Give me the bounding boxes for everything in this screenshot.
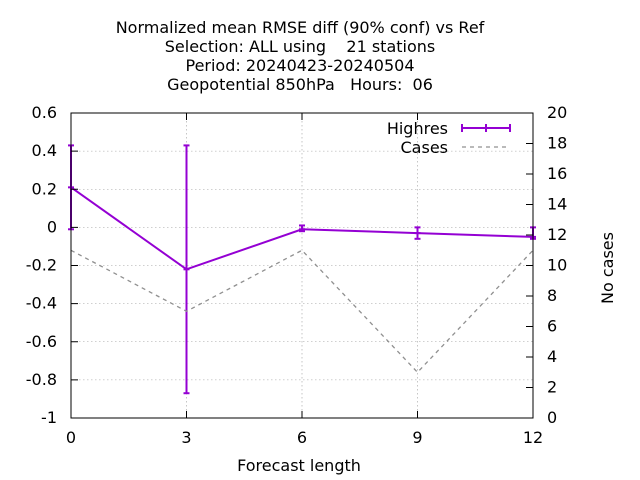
y2-tick-label: 14 bbox=[547, 195, 567, 214]
y-tick-label: -0.2 bbox=[26, 256, 57, 275]
y-tick-label: -1 bbox=[41, 408, 57, 427]
y2-tick-label: 18 bbox=[547, 134, 567, 153]
y2-tick-label: 0 bbox=[547, 408, 557, 427]
legend-label: Cases bbox=[401, 138, 449, 157]
y2-tick-label: 10 bbox=[547, 256, 567, 275]
x-tick-label: 12 bbox=[523, 428, 543, 447]
y2-tick-label: 8 bbox=[547, 286, 557, 305]
x-axis-label: Forecast length bbox=[237, 456, 361, 475]
x-tick-label: 3 bbox=[181, 428, 191, 447]
chart-title: Normalized mean RMSE diff (90% conf) vs … bbox=[116, 18, 485, 94]
title-line-3: Period: 20240423-20240504 bbox=[185, 56, 414, 75]
y2-tick-label: 16 bbox=[547, 164, 567, 183]
y2-tick-label: 6 bbox=[547, 317, 557, 336]
y2-tick-label: 2 bbox=[547, 378, 557, 397]
axes: -1-0.8-0.6-0.4-0.200.20.40.60 3 6 9 12024681… bbox=[26, 103, 568, 447]
y2-tick-label: 20 bbox=[547, 103, 567, 122]
y2-axis-label: No cases bbox=[598, 232, 617, 304]
title-line-4: Geopotential 850hPa Hours: 06 bbox=[167, 75, 433, 94]
y-tick-label: 0.6 bbox=[32, 103, 57, 122]
y-tick-label: 0.2 bbox=[32, 179, 57, 198]
y-tick-label: -0.6 bbox=[26, 332, 57, 351]
title-line-1: Normalized mean RMSE diff (90% conf) vs … bbox=[116, 18, 485, 37]
grid bbox=[71, 113, 533, 418]
x-tick-label: 0 bbox=[66, 428, 76, 447]
y2-tick-label: 12 bbox=[547, 225, 567, 244]
y-tick-label: 0.4 bbox=[32, 141, 57, 160]
y2-tick-label: 4 bbox=[547, 347, 557, 366]
x-tick-label: 6 bbox=[297, 428, 307, 447]
y-tick-label: 0 bbox=[47, 217, 57, 236]
title-line-2: Selection: ALL using 21 stations bbox=[165, 37, 435, 56]
y-tick-label: -0.4 bbox=[26, 294, 57, 313]
legend-label: Highres bbox=[387, 119, 448, 138]
x-tick-label: 9 bbox=[412, 428, 422, 447]
y-tick-label: -0.8 bbox=[26, 370, 57, 389]
